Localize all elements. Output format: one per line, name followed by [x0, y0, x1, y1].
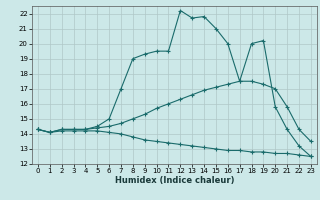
X-axis label: Humidex (Indice chaleur): Humidex (Indice chaleur): [115, 176, 234, 185]
